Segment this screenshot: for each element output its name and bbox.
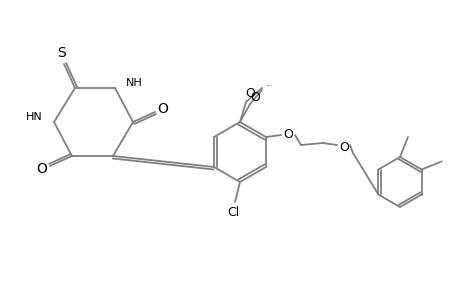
Text: S: S: [57, 46, 66, 60]
Text: O: O: [250, 91, 259, 103]
Text: NH: NH: [126, 78, 142, 88]
Text: O: O: [36, 162, 47, 176]
Text: O: O: [282, 128, 292, 140]
Text: O: O: [245, 86, 254, 100]
Text: O: O: [157, 102, 168, 116]
Text: HN: HN: [26, 112, 43, 122]
Text: Cl: Cl: [226, 206, 239, 218]
Text: O: O: [338, 140, 348, 154]
Text: methoxy: methoxy: [266, 84, 273, 86]
